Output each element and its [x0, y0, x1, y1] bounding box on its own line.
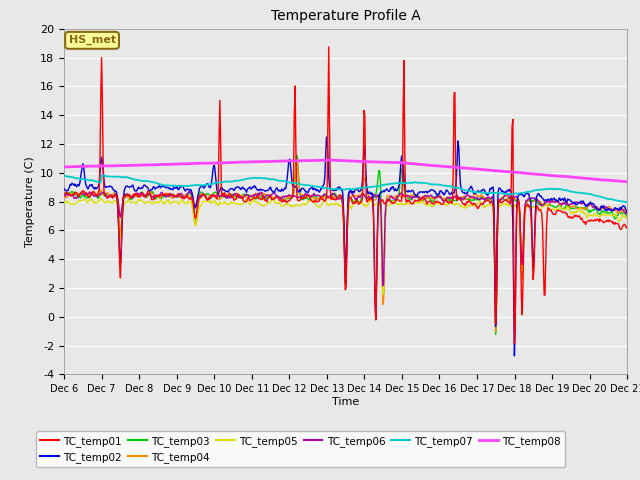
- Line: TC_temp02: TC_temp02: [64, 137, 627, 356]
- TC_temp02: [60, 186, 68, 192]
- TC_temp01: [511, 341, 518, 347]
- Y-axis label: Temperature (C): Temperature (C): [24, 156, 35, 247]
- TC_temp06: [186, 189, 193, 194]
- TC_temp03: [293, 152, 301, 158]
- TC_temp07: [216, 180, 224, 185]
- TC_temp03: [60, 190, 68, 196]
- TC_temp01: [215, 134, 223, 140]
- TC_temp05: [216, 199, 224, 205]
- TC_temp02: [128, 182, 136, 188]
- TC_temp04: [70, 192, 78, 197]
- TC_temp07: [100, 173, 108, 179]
- TC_temp06: [623, 209, 631, 215]
- TC_temp01: [186, 196, 193, 202]
- TC_temp08: [70, 164, 78, 169]
- TC_temp04: [431, 195, 439, 201]
- TC_temp05: [415, 201, 422, 206]
- TC_temp05: [186, 200, 194, 205]
- TC_temp04: [293, 158, 301, 164]
- TC_temp01: [431, 198, 439, 204]
- Line: TC_temp05: TC_temp05: [64, 199, 627, 327]
- TC_temp04: [415, 193, 422, 199]
- TC_temp06: [128, 195, 136, 201]
- TC_temp03: [215, 192, 223, 198]
- TC_temp07: [60, 173, 68, 179]
- TC_temp06: [186, 189, 194, 194]
- Text: HS_met: HS_met: [68, 35, 116, 46]
- X-axis label: Time: Time: [332, 397, 359, 407]
- TC_temp04: [128, 193, 136, 199]
- Line: TC_temp06: TC_temp06: [64, 192, 627, 324]
- TC_temp08: [186, 161, 193, 167]
- TC_temp02: [431, 189, 439, 194]
- TC_temp08: [215, 160, 223, 166]
- TC_temp01: [70, 192, 78, 197]
- TC_temp05: [60, 199, 68, 205]
- TC_temp06: [415, 194, 422, 200]
- TC_temp01: [623, 224, 631, 230]
- TC_temp03: [128, 195, 136, 201]
- TC_temp01: [415, 198, 422, 204]
- TC_temp01: [128, 194, 136, 200]
- TC_temp05: [492, 324, 499, 330]
- TC_temp06: [60, 193, 68, 199]
- TC_temp02: [623, 210, 631, 216]
- TC_temp08: [623, 179, 631, 185]
- TC_temp02: [511, 353, 518, 359]
- Legend: TC_temp01, TC_temp02, TC_temp03, TC_temp04, TC_temp05, TC_temp06, TC_temp07, TC_: TC_temp01, TC_temp02, TC_temp03, TC_temp…: [36, 432, 565, 467]
- TC_temp04: [186, 193, 193, 199]
- TC_temp07: [415, 180, 422, 186]
- TC_temp05: [431, 200, 439, 205]
- TC_temp07: [431, 181, 439, 187]
- TC_temp06: [492, 322, 499, 327]
- TC_temp03: [415, 196, 422, 202]
- TC_temp07: [186, 183, 194, 189]
- TC_temp04: [623, 211, 631, 217]
- TC_temp02: [323, 134, 331, 140]
- TC_temp01: [325, 44, 333, 50]
- Line: TC_temp08: TC_temp08: [64, 160, 627, 182]
- TC_temp03: [70, 192, 78, 197]
- TC_temp08: [128, 163, 136, 168]
- TC_temp02: [186, 187, 193, 192]
- TC_temp04: [492, 329, 499, 335]
- TC_temp06: [216, 192, 224, 198]
- TC_temp02: [415, 190, 422, 196]
- TC_temp05: [98, 196, 106, 202]
- TC_temp04: [215, 197, 223, 203]
- TC_temp02: [70, 183, 78, 189]
- TC_temp02: [215, 189, 223, 195]
- Line: TC_temp07: TC_temp07: [64, 176, 627, 202]
- TC_temp05: [623, 216, 631, 221]
- TC_temp06: [431, 195, 439, 201]
- TC_temp01: [60, 192, 68, 197]
- TC_temp03: [623, 214, 631, 219]
- TC_temp05: [129, 199, 137, 205]
- TC_temp07: [129, 176, 137, 182]
- TC_temp04: [60, 193, 68, 199]
- Line: TC_temp04: TC_temp04: [64, 161, 627, 332]
- TC_temp03: [492, 331, 499, 337]
- TC_temp07: [70, 175, 78, 181]
- TC_temp03: [186, 190, 193, 195]
- Line: TC_temp03: TC_temp03: [64, 155, 627, 334]
- Line: TC_temp01: TC_temp01: [64, 47, 627, 344]
- TC_temp03: [431, 193, 439, 199]
- TC_temp08: [431, 163, 439, 168]
- TC_temp05: [70, 201, 78, 207]
- Title: Temperature Profile A: Temperature Profile A: [271, 10, 420, 24]
- TC_temp08: [60, 164, 68, 170]
- TC_temp08: [415, 161, 422, 167]
- TC_temp07: [623, 199, 630, 205]
- TC_temp06: [70, 195, 78, 201]
- TC_temp07: [623, 199, 631, 205]
- TC_temp08: [323, 157, 331, 163]
